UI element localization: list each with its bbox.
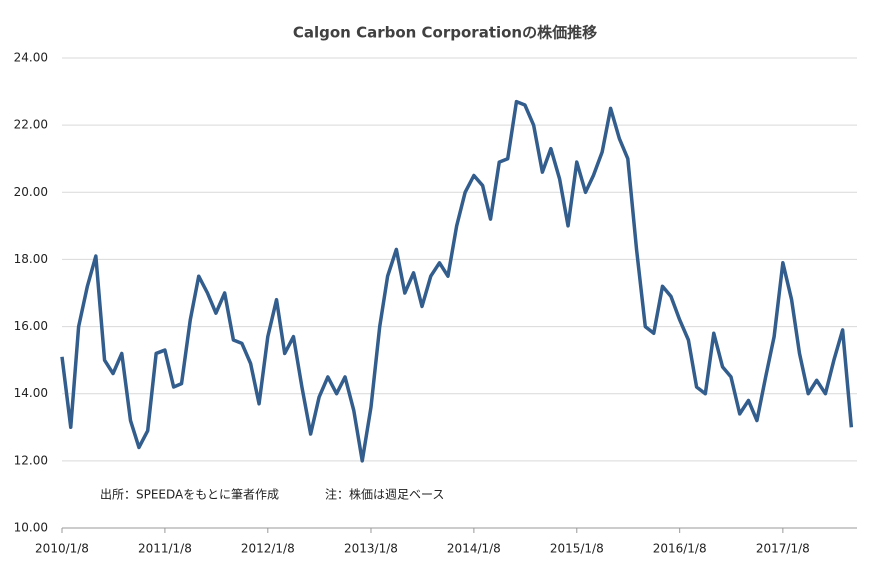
x-tick-label: 2012/1/8 bbox=[241, 542, 295, 556]
y-tick-label: 24.00 bbox=[14, 51, 48, 65]
annotation: 出所：SPEEDAをもとに筆者作成 bbox=[100, 488, 279, 502]
y-tick-label: 22.00 bbox=[14, 118, 48, 132]
y-tick-label: 12.00 bbox=[14, 453, 48, 467]
x-tick-label: 2015/1/8 bbox=[550, 542, 604, 556]
chart-title: Calgon Carbon Corporationの株価推移 bbox=[293, 24, 597, 42]
y-tick-label: 10.00 bbox=[14, 521, 48, 535]
x-tick-label: 2010/1/8 bbox=[35, 542, 89, 556]
annotation: 注：株価は週足ベース bbox=[325, 487, 444, 502]
x-tick-label: 2014/1/8 bbox=[447, 542, 501, 556]
price-line bbox=[60, 99, 854, 463]
y-tick-label: 18.00 bbox=[14, 252, 48, 266]
y-tick-label: 20.00 bbox=[14, 185, 48, 199]
y-tick-label: 16.00 bbox=[14, 319, 48, 333]
x-tick-label: 2016/1/8 bbox=[653, 542, 707, 556]
y-tick-label: 14.00 bbox=[14, 386, 48, 400]
x-tick-label: 2013/1/8 bbox=[344, 542, 398, 556]
x-tick-label: 2017/1/8 bbox=[756, 542, 810, 556]
x-tick-label: 2011/1/8 bbox=[138, 542, 192, 556]
